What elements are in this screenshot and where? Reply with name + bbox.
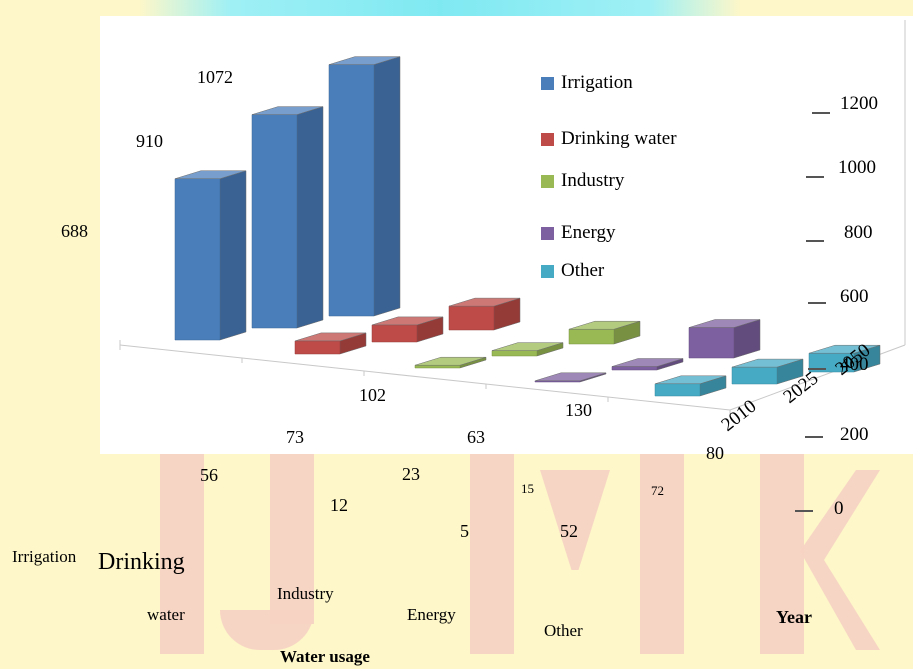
value-label-drinking-water-2050: 102 xyxy=(359,385,386,405)
y-tick-mark xyxy=(808,368,826,370)
bar-industry-2010-top xyxy=(414,356,487,366)
bar-industry-2025-front xyxy=(491,350,538,357)
bar-drinking-water-2050-top xyxy=(448,297,521,307)
bar-irrigation-2010-side xyxy=(219,170,247,341)
value-label-energy-2050: 130 xyxy=(565,400,592,420)
y-tick-label: 0 xyxy=(834,498,844,519)
bar-energy-2050-front xyxy=(688,327,735,359)
bar-energy-2010-top xyxy=(534,372,607,382)
legend-item-other: Other xyxy=(541,260,604,282)
legend-swatch xyxy=(541,264,554,278)
legend-label: Drinking water xyxy=(561,128,677,149)
category-label-other: Other xyxy=(544,621,583,640)
bar-irrigation-2025-side xyxy=(296,106,324,329)
legend-item-irrigation: Irrigation xyxy=(541,72,633,94)
watermark-letter-i xyxy=(160,454,204,654)
bar-energy-2025-top xyxy=(611,358,684,367)
legend-label: Other xyxy=(561,260,605,281)
value-label-energy-2010: 5 xyxy=(460,521,469,541)
y-tick-label: 600 xyxy=(840,286,869,307)
watermark-letter-m-right xyxy=(640,454,684,654)
legend-swatch xyxy=(541,132,554,146)
value-label-irrigation-2025: 910 xyxy=(136,131,163,151)
bar-drinking-water-2010-front xyxy=(294,340,341,355)
category-label-energy: Energy xyxy=(407,605,456,624)
bar-irrigation-2050-side xyxy=(373,56,401,317)
y-tick-mark xyxy=(795,510,813,512)
y-tick-label: 1200 xyxy=(840,93,878,114)
bar-energy-2025-front xyxy=(611,366,658,371)
legend-swatch xyxy=(541,226,554,240)
y-tick-label: 400 xyxy=(840,354,869,375)
category-label-irrigation: Irrigation xyxy=(12,547,77,566)
bar-irrigation-2050-top xyxy=(328,56,401,65)
y-tick-mark xyxy=(805,436,823,438)
bar-other-2010-front xyxy=(654,383,701,397)
bar-industry-2050-top xyxy=(568,320,641,330)
y-tick-mark xyxy=(806,176,824,178)
bar-drinking-water-2025-top xyxy=(371,316,444,326)
bar-drinking-water-2025-front xyxy=(371,324,418,343)
legend-item-industry: Industry xyxy=(541,170,624,192)
bar-other-2025-top xyxy=(731,358,804,368)
category-label-industry: Industry xyxy=(277,584,334,603)
floor-front-edge xyxy=(119,344,731,411)
watermark-letter-j xyxy=(270,454,314,624)
y-tick-label: 200 xyxy=(840,424,869,445)
bar-irrigation-2010-top xyxy=(174,170,247,179)
bar-drinking-water-2010-top xyxy=(294,332,367,342)
value-label-other-2025: 72 xyxy=(651,483,664,498)
value-label-irrigation-2050: 1072 xyxy=(197,67,233,87)
y-tick-label: 1000 xyxy=(838,157,876,178)
legend-swatch xyxy=(541,174,554,188)
category-label-drinking-water: Drinking xyxy=(98,549,185,575)
legend-item-drinking-water: Drinking water xyxy=(541,128,677,150)
category-label-drinking-water: water xyxy=(147,605,185,624)
value-label-energy-2025: 15 xyxy=(521,481,534,496)
bar-irrigation-2025-front xyxy=(251,114,298,329)
bar-industry-2050-front xyxy=(568,328,615,345)
value-label-other-2050: 80 xyxy=(706,443,724,463)
y-tick-mark xyxy=(812,112,830,114)
bar-drinking-water-2050-front xyxy=(448,305,495,331)
watermark-letter-k xyxy=(760,454,804,654)
value-label-other-2010: 52 xyxy=(560,521,578,541)
header-strip xyxy=(140,0,740,16)
value-label-industry-2025: 23 xyxy=(402,464,420,484)
legend-label: Industry xyxy=(561,170,625,191)
bar-irrigation-2025-top xyxy=(251,106,324,115)
z-axis-title: Year xyxy=(776,607,812,627)
y-tick-mark xyxy=(808,302,826,304)
value-label-drinking-water-2010: 56 xyxy=(200,465,218,485)
legend-label: Energy xyxy=(561,222,616,243)
bar-industry-2025-top xyxy=(491,342,564,351)
value-label-industry-2010: 12 xyxy=(330,495,348,515)
watermark-letter-m-left xyxy=(470,454,514,654)
value-label-drinking-water-2025: 73 xyxy=(286,427,304,447)
y-tick-label: 800 xyxy=(844,222,873,243)
legend-item-energy: Energy xyxy=(541,222,616,244)
bar-other-2010-top xyxy=(654,375,727,385)
bar-energy-2050-top xyxy=(688,319,761,328)
x-axis-title: Water usage xyxy=(280,647,370,666)
y-tick-mark xyxy=(806,240,824,242)
legend-label: Irrigation xyxy=(561,72,633,93)
value-label-industry-2050: 63 xyxy=(467,427,485,447)
bar-industry-2010-front xyxy=(414,364,461,369)
value-label-irrigation-2010: 688 xyxy=(61,221,88,241)
bar-other-2025-front xyxy=(731,366,778,385)
legend-swatch xyxy=(541,76,554,90)
bar-other-2050-top xyxy=(808,344,881,354)
bar-irrigation-2010-front xyxy=(174,178,221,341)
bar-irrigation-2050-front xyxy=(328,64,375,317)
